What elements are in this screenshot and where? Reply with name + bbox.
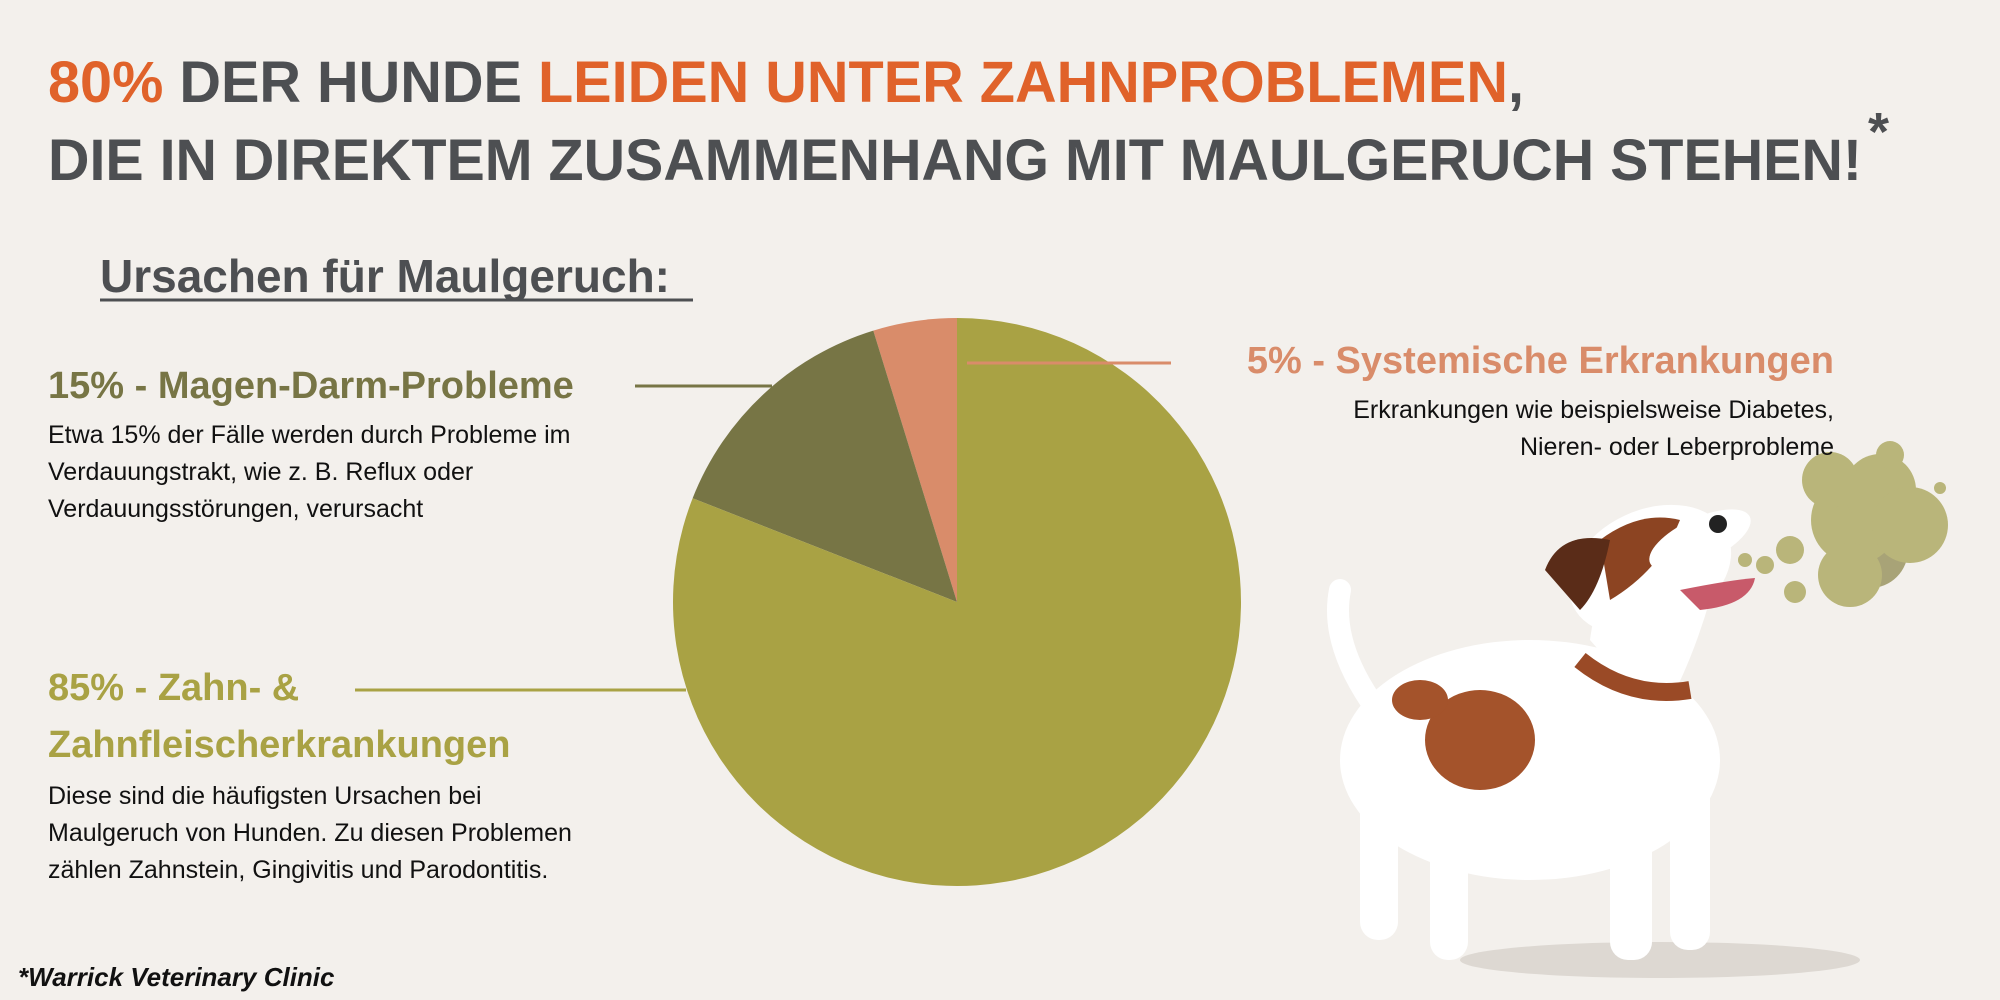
description-line: zählen Zahnstein, Gingivitis und Parodon… bbox=[48, 856, 549, 884]
slice-label: 85% - Zahn- & Zahnfleischerkrankungen bbox=[48, 667, 511, 766]
pie-slice bbox=[673, 318, 1241, 886]
slice-description: Erkrankungen wie beispielsweise Diabetes… bbox=[1353, 392, 1834, 466]
leader-lines bbox=[355, 361, 1171, 692]
headline-part: DER HUNDE bbox=[163, 50, 538, 115]
description-line: Diese sind die häufigsten Ursachen bei bbox=[48, 782, 482, 810]
headline-part: LEIDEN UNTER ZAHNPROBLEMEN bbox=[538, 50, 1508, 115]
pie-slice bbox=[873, 318, 957, 602]
headline-part: , bbox=[1508, 50, 1524, 115]
slice-label: 15% - Magen-Darm-Probleme bbox=[48, 365, 574, 407]
slice-label: 5% - Systemische Erkrankungen bbox=[1246, 340, 1834, 382]
footnote: *Warrick Veterinary Clinic bbox=[18, 962, 335, 992]
headline-line2: DIE IN DIREKTEM ZUSAMMENHANG MIT MAULGER… bbox=[48, 128, 1862, 193]
headline-line1: 80% DER HUNDE LEIDEN UNTER ZAHNPROBLEMEN… bbox=[48, 50, 1524, 115]
slice-description: Diese sind die häufigsten Ursachen bei Ma… bbox=[48, 778, 572, 889]
slice-description: Etwa 15% der Fälle werden durch Probleme… bbox=[48, 417, 570, 528]
breath-cloud bbox=[1738, 441, 1948, 607]
dog-illustration bbox=[1327, 504, 1860, 978]
footnote-mark: * bbox=[1868, 102, 1889, 162]
chart-title: Ursachen für Maulgeruch: bbox=[100, 250, 670, 302]
description-line: Verdauungstrakt, wie z. B. Reflux oder bbox=[48, 458, 474, 486]
headline-part: 80% bbox=[48, 50, 163, 115]
description-line: Erkrankungen wie beispielsweise Diabetes… bbox=[1353, 396, 1834, 424]
description-line: Nieren- oder Leberprobleme bbox=[1519, 433, 1834, 461]
pie-slice bbox=[692, 330, 957, 602]
pie bbox=[673, 318, 1241, 886]
description-line: Etwa 15% der Fälle werden durch Probleme… bbox=[48, 421, 571, 449]
description-line: Verdauungsstörungen, verursacht bbox=[48, 495, 424, 523]
description-line: Maulgeruch von Hunden. Zu diesen Problem… bbox=[48, 819, 572, 847]
